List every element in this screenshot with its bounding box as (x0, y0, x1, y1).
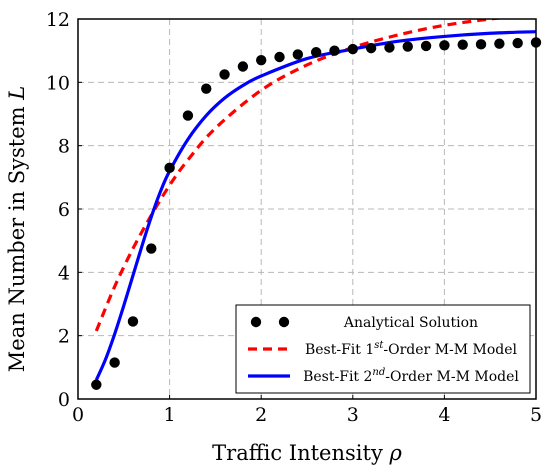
data-point (494, 38, 505, 49)
data-point (237, 61, 249, 72)
y-tick-label: 12 (46, 9, 70, 31)
data-point (164, 162, 175, 174)
data-point (292, 49, 304, 60)
data-point (256, 54, 267, 66)
x-tick-label: 5 (530, 404, 542, 426)
legend-entry-label: Best-Fit 1st-Order M-M Model (305, 340, 518, 358)
legend-entry-label: Best-Fit 2nd-Order M-M Model (303, 367, 519, 385)
x-tick-label: 2 (255, 404, 267, 426)
data-point (439, 40, 450, 51)
data-point (219, 69, 230, 80)
y-tick-label: 4 (58, 262, 70, 284)
data-point (347, 43, 358, 55)
data-point (201, 83, 212, 94)
x-tick-label: 4 (438, 404, 450, 426)
plot-frame (77, 18, 537, 400)
data-point (310, 47, 322, 58)
y-tick-label: 6 (58, 199, 70, 221)
series-layer (91, 19, 542, 390)
y-tick-label: 8 (58, 136, 70, 158)
legend-entry-label: Analytical Solution (343, 315, 478, 331)
data-point (274, 51, 285, 63)
legend: Analytical Solution Best-Fit 1st-Order M-… (235, 304, 531, 394)
x-tick-label: 0 (72, 404, 84, 426)
data-point (457, 39, 468, 50)
data-point (146, 243, 157, 254)
series-line-first-order (94, 19, 505, 332)
x-tick-label: 1 (164, 404, 176, 426)
y-tick-label: 0 (58, 389, 70, 411)
data-point (365, 42, 377, 54)
data-point (109, 357, 120, 368)
y-axis-label: Mean Number in System L (5, 86, 29, 372)
series-analytical-solution (91, 37, 542, 390)
data-point (329, 45, 340, 56)
data-point (512, 37, 523, 49)
legend-marker (278, 316, 290, 328)
data-point (182, 110, 194, 121)
x-tick-label: 3 (347, 404, 359, 426)
y-tick-label: 10 (46, 72, 70, 94)
x-axis-label: Traffic Intensity ρ (212, 441, 402, 465)
legend-marker (250, 316, 262, 328)
series-line-second-order (94, 30, 536, 381)
data-point (475, 39, 487, 50)
data-point (384, 42, 395, 53)
data-point (402, 41, 413, 52)
data-point (91, 379, 102, 390)
data-point (420, 40, 432, 52)
y-tick-label: 2 (58, 326, 70, 348)
data-point (127, 316, 139, 327)
